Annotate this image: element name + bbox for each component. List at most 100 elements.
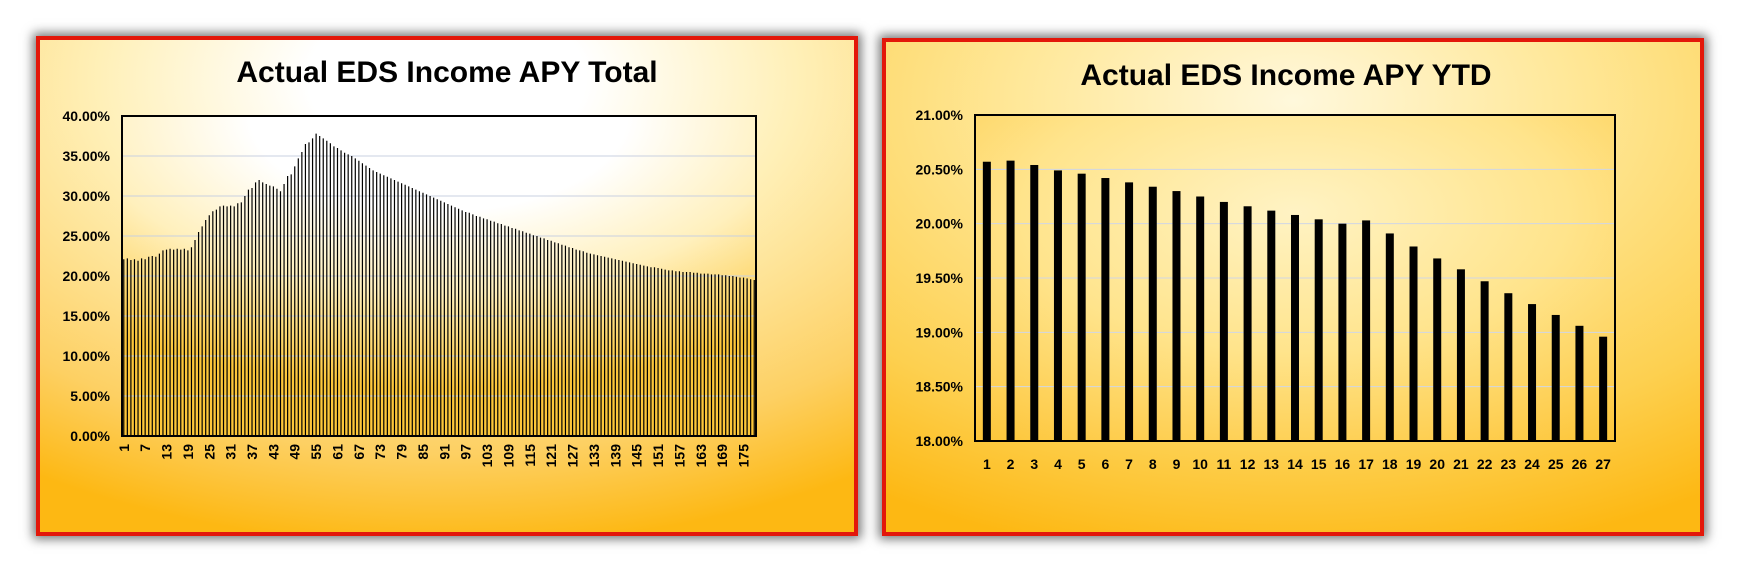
x-tick-label: 18 xyxy=(1382,456,1398,472)
bar xyxy=(1504,293,1513,441)
x-tick-label: 9 xyxy=(1173,456,1181,472)
bar xyxy=(1172,191,1181,441)
chart-panel-apy-total: Actual EDS Income APY Total 0.00% 5.00% 10… xyxy=(36,36,858,536)
y-tick-label: 20.50% xyxy=(916,161,964,177)
x-axis-ticks: 1 7 13 19 25 31 37 43 49 55 61 67 73 79 85 91 97 103 109 11… xyxy=(116,444,752,468)
x-tick-label: 133 xyxy=(586,444,602,468)
y-tick-label: 18.50% xyxy=(916,379,964,395)
x-tick-label: 5 xyxy=(1078,456,1086,472)
x-tick-label: 127 xyxy=(565,444,581,468)
bar xyxy=(1385,233,1394,441)
x-tick-label: 49 xyxy=(287,444,303,460)
x-tick-label: 21 xyxy=(1453,456,1469,472)
y-tick-label: 0.00% xyxy=(70,428,110,444)
y-axis-ticks: 0.00% 5.00% 10.00% 15.00% 20.00% 25.00% 30.00%… xyxy=(63,108,111,444)
x-tick-label: 23 xyxy=(1501,456,1517,472)
x-tick-label: 61 xyxy=(329,444,345,460)
x-tick-label: 15 xyxy=(1311,456,1327,472)
y-tick-label: 20.00% xyxy=(916,216,964,232)
x-tick-label: 22 xyxy=(1477,456,1493,472)
x-tick-label: 16 xyxy=(1335,456,1351,472)
x-tick-label: 3 xyxy=(1030,456,1038,472)
x-tick-label: 13 xyxy=(1264,456,1280,472)
x-tick-label: 151 xyxy=(650,444,666,468)
bar xyxy=(1030,164,1039,441)
y-tick-label: 25.00% xyxy=(63,228,111,244)
x-tick-label: 20 xyxy=(1429,456,1445,472)
x-tick-label: 7 xyxy=(137,444,153,452)
bar xyxy=(1243,206,1252,441)
x-axis-ticks: 1 2 3 4 5 6 7 8 9 10 11 12 13 14 15 16 17 18 19 20 21 22 23 24 2… xyxy=(983,456,1611,472)
x-tick-label: 67 xyxy=(351,444,367,460)
y-tick-label: 10.00% xyxy=(63,348,111,364)
bar xyxy=(1599,336,1608,441)
plot-border xyxy=(121,115,757,437)
x-tick-label: 157 xyxy=(671,444,687,468)
x-tick-label: 139 xyxy=(607,444,623,468)
y-tick-label: 35.00% xyxy=(63,148,111,164)
x-tick-label: 4 xyxy=(1054,456,1062,472)
x-tick-label: 25 xyxy=(1548,456,1564,472)
bar xyxy=(1409,246,1418,441)
x-tick-label: 121 xyxy=(543,444,559,468)
bar xyxy=(1006,160,1015,441)
y-tick-label: 18.00% xyxy=(916,433,964,449)
bar xyxy=(1338,223,1347,441)
x-tick-label: 1 xyxy=(116,444,132,452)
bar xyxy=(1291,214,1299,441)
x-tick-label: 37 xyxy=(244,444,260,460)
bar xyxy=(1528,304,1537,441)
x-tick-label: 115 xyxy=(522,444,538,467)
x-tick-label: 26 xyxy=(1572,456,1588,472)
x-tick-label: 14 xyxy=(1287,456,1303,472)
bar xyxy=(1125,182,1134,441)
bar xyxy=(1456,269,1465,441)
bar xyxy=(1219,201,1228,441)
bar xyxy=(1148,186,1157,441)
x-tick-label: 7 xyxy=(1125,456,1133,472)
x-tick-label: 73 xyxy=(372,444,388,460)
x-tick-label: 103 xyxy=(479,444,495,468)
x-tick-label: 27 xyxy=(1595,456,1611,472)
x-tick-label: 19 xyxy=(180,444,196,460)
y-tick-label: 19.00% xyxy=(916,324,964,340)
x-tick-label: 85 xyxy=(415,444,431,460)
x-tick-label: 13 xyxy=(159,444,175,460)
bar xyxy=(1196,196,1205,441)
x-tick-label: 2 xyxy=(1007,456,1015,472)
x-tick-label: 175 xyxy=(736,444,752,468)
chart-title: Actual EDS Income APY YTD xyxy=(1080,59,1491,92)
x-tick-label: 97 xyxy=(458,444,474,460)
bar xyxy=(1575,325,1584,441)
chart-panel-apy-ytd: Actual EDS Income APY YTD 18.00% 18.50% 19… xyxy=(882,38,1704,536)
bar xyxy=(1433,258,1442,441)
x-tick-label: 6 xyxy=(1101,456,1109,472)
y-tick-label: 30.00% xyxy=(63,188,111,204)
y-axis-ticks: 18.00% 18.50% 19.00% 19.50% 20.00% 20.50% 21.0… xyxy=(916,107,964,449)
x-tick-label: 17 xyxy=(1358,456,1374,472)
chart-apy-total: Actual EDS Income APY Total 0.00% 5.00% 10… xyxy=(40,40,854,532)
x-tick-label: 31 xyxy=(223,444,239,460)
y-tick-label: 40.00% xyxy=(63,108,111,124)
bar xyxy=(1077,173,1086,441)
x-tick-label: 11 xyxy=(1216,456,1231,472)
x-tick-label: 109 xyxy=(500,444,516,468)
plot-border xyxy=(974,114,1616,442)
x-tick-label: 145 xyxy=(629,444,645,468)
bar xyxy=(1314,219,1323,441)
bar xyxy=(1362,220,1371,441)
x-tick-label: 91 xyxy=(436,444,452,460)
x-tick-label: 24 xyxy=(1524,456,1540,472)
bar xyxy=(1267,210,1276,441)
x-tick-label: 1 xyxy=(983,456,991,472)
x-tick-label: 10 xyxy=(1192,456,1208,472)
bars xyxy=(123,133,755,436)
chart-apy-ytd: Actual EDS Income APY YTD 18.00%18.50%19… xyxy=(886,42,1700,532)
x-tick-label: 8 xyxy=(1149,456,1157,472)
bar xyxy=(1053,170,1062,442)
x-tick-label: 19 xyxy=(1406,456,1422,472)
y-tick-label: 5.00% xyxy=(70,388,110,404)
chart-title: Actual EDS Income APY Total xyxy=(236,56,657,89)
x-tick-label: 25 xyxy=(201,444,217,460)
bars xyxy=(982,160,1608,442)
